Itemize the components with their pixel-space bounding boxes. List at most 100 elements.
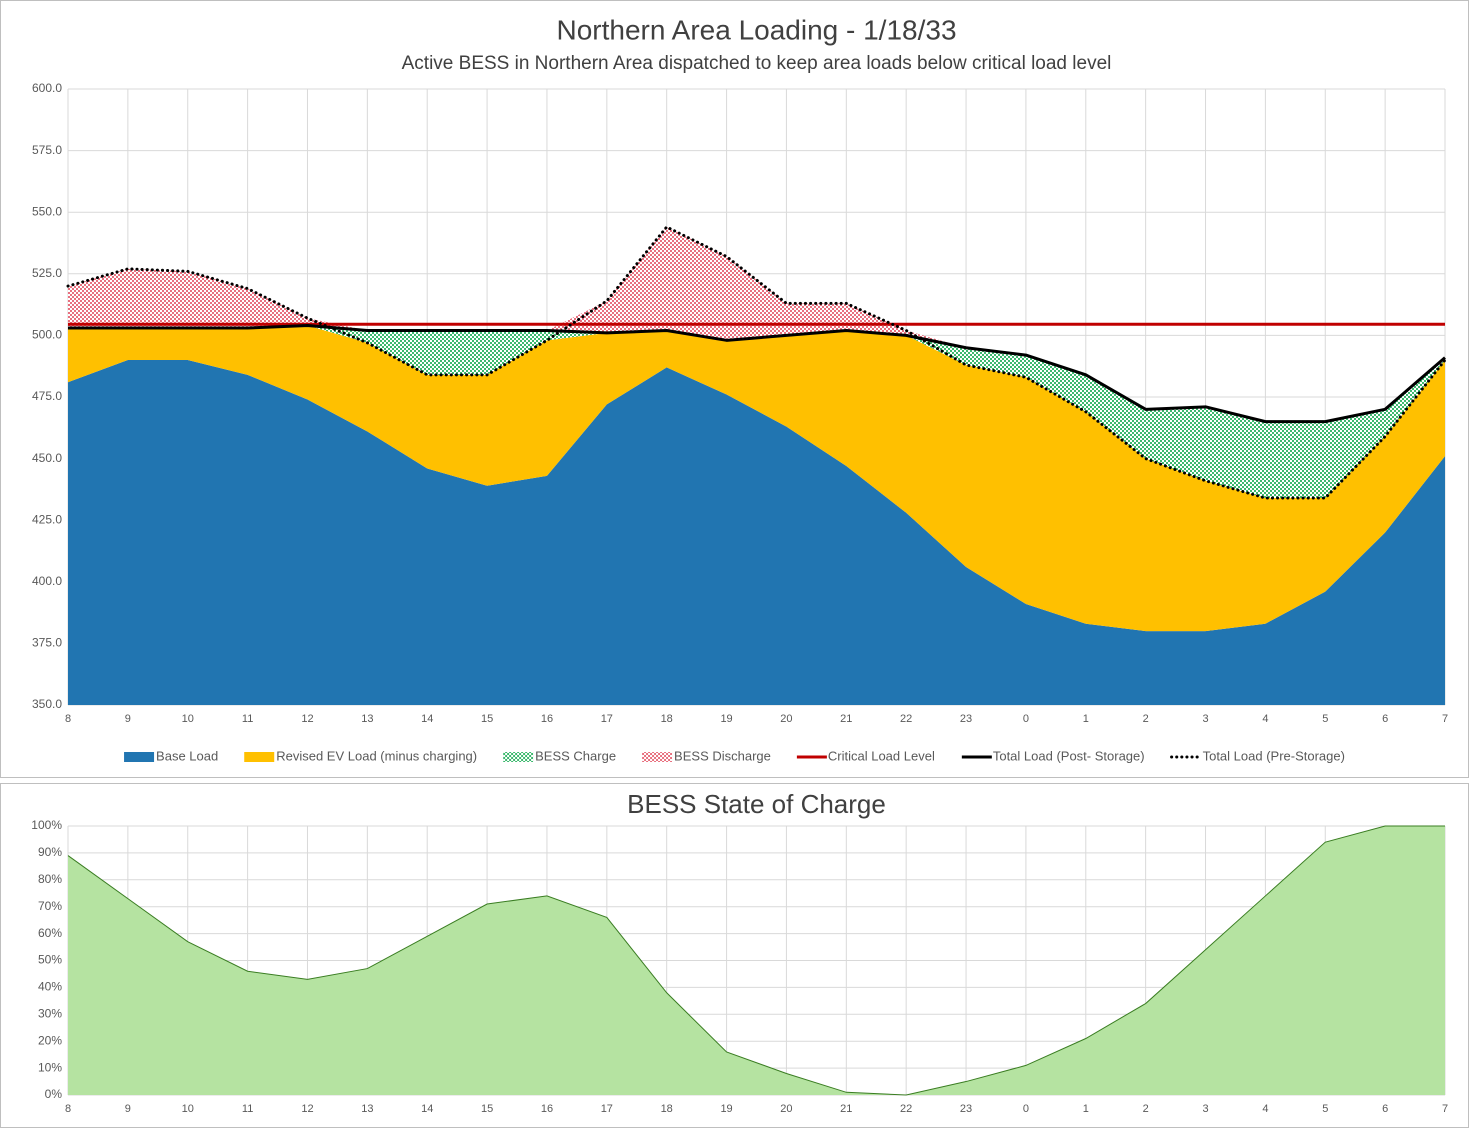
legend-item: Critical Load Level — [796, 748, 935, 763]
x-tick-label: 10 — [182, 713, 194, 725]
x-tick-label: 23 — [960, 713, 972, 725]
y-tick-label: 400.0 — [32, 574, 62, 588]
legend-swatch — [503, 752, 534, 762]
y-tick-label: 10% — [38, 1060, 62, 1074]
x-tick-label: 11 — [242, 713, 253, 725]
x-tick-label: 12 — [301, 713, 313, 725]
y-tick-label: 450.0 — [32, 451, 62, 465]
x-tick-label: 9 — [125, 713, 131, 725]
x-tick-label: 17 — [601, 1103, 613, 1115]
y-tick-label: 80% — [38, 872, 62, 886]
y-tick-label: 575.0 — [32, 143, 62, 157]
area — [68, 360, 1445, 705]
x-tick-label: 15 — [481, 713, 493, 725]
x-tick-label: 2 — [1143, 713, 1149, 725]
x-tick-label: 7 — [1442, 1103, 1448, 1115]
x-tick-label: 21 — [840, 1103, 852, 1115]
line — [68, 324, 1446, 424]
legend-swatch — [642, 752, 673, 762]
legend-item: Base Load — [124, 748, 218, 763]
legend-item: Total Load (Pre-Storage) — [1170, 748, 1345, 763]
x-tick-label: 20 — [780, 713, 792, 725]
x-tick-label: 17 — [601, 713, 613, 725]
y-tick-label: 525.0 — [32, 266, 62, 280]
x-tick-label: 21 — [840, 713, 852, 725]
legend-label: BESS Discharge — [674, 748, 771, 763]
area-line — [67, 825, 1445, 1096]
x-tick-label: 14 — [421, 713, 433, 725]
y-tick-label: 375.0 — [32, 636, 62, 650]
legend-item: BESS Charge — [503, 748, 616, 763]
x-tick-label: 13 — [361, 1103, 373, 1115]
x-tick-label: 2 — [1143, 1103, 1149, 1115]
x-tick-label: 11 — [242, 1103, 253, 1115]
x-tick-label: 18 — [661, 1103, 673, 1115]
x-tick-label: 1 — [1083, 1103, 1089, 1115]
y-tick-label: 60% — [38, 926, 62, 940]
x-tick-label: 18 — [661, 713, 673, 725]
x-tick-label: 19 — [720, 1103, 732, 1115]
y-tick-label: 500.0 — [32, 328, 62, 342]
legend-label: Critical Load Level — [828, 748, 935, 763]
x-tick-label: 6 — [1382, 713, 1388, 725]
x-tick-label: 6 — [1382, 1103, 1388, 1115]
line — [66, 225, 1447, 500]
x-tick-label: 22 — [900, 713, 912, 725]
chart-subtitle: Active BESS in Northern Area dispatched … — [402, 53, 1112, 74]
y-tick-label: 70% — [38, 899, 62, 913]
x-tick-label: 1 — [1083, 713, 1089, 725]
area — [68, 826, 1445, 1095]
x-tick-label: 4 — [1262, 1103, 1268, 1115]
x-tick-label: 19 — [720, 713, 732, 725]
legend-item: BESS Discharge — [642, 748, 771, 763]
x-tick-label: 0 — [1023, 713, 1029, 725]
x-tick-label: 10 — [182, 1103, 194, 1115]
x-tick-label: 7 — [1442, 713, 1448, 725]
x-tick-label: 16 — [541, 713, 553, 725]
x-tick-label: 9 — [125, 1103, 131, 1115]
y-tick-label: 100% — [31, 818, 62, 832]
y-tick-label: 90% — [38, 845, 62, 859]
legend: Base Load Revised EV Load (minus charging… — [124, 748, 1345, 763]
legend-item: Revised EV Load (minus charging) — [244, 748, 477, 763]
area — [68, 325, 1445, 632]
y-tick-label: 40% — [38, 980, 62, 994]
x-tick-label: 0 — [1023, 1103, 1029, 1115]
x-tick-label: 23 — [960, 1103, 972, 1115]
y-tick-label: 425.0 — [32, 512, 62, 526]
y-tick-label: 50% — [38, 953, 62, 967]
x-tick-label: 13 — [361, 713, 373, 725]
x-tick-label: 16 — [541, 1103, 553, 1115]
legend-label: Total Load (Post- Storage) — [993, 748, 1145, 763]
chart-title: Northern Area Loading - 1/18/33 — [556, 14, 956, 45]
chart-title: BESS State of Charge — [627, 789, 886, 819]
legend-label: Total Load (Pre-Storage) — [1203, 748, 1345, 763]
legend-item: Total Load (Post- Storage) — [961, 748, 1145, 763]
y-tick-label: 20% — [38, 1033, 62, 1047]
y-tick-label: 350.0 — [32, 697, 62, 711]
y-tick-label: 475.0 — [32, 389, 62, 403]
x-tick-label: 3 — [1202, 1103, 1208, 1115]
x-tick-label: 20 — [780, 1103, 792, 1115]
x-tick-label: 5 — [1322, 713, 1328, 725]
y-tick-label: 550.0 — [32, 204, 62, 218]
x-tick-label: 4 — [1262, 713, 1268, 725]
x-tick-label: 22 — [900, 1103, 912, 1115]
x-tick-label: 8 — [65, 1103, 71, 1115]
legend-label: Base Load — [156, 748, 218, 763]
x-tick-label: 3 — [1202, 713, 1208, 725]
y-tick-label: 600.0 — [32, 81, 62, 95]
y-tick-label: 30% — [38, 1006, 62, 1020]
legend-swatch — [124, 752, 155, 762]
x-tick-label: 5 — [1322, 1103, 1328, 1115]
x-tick-label: 14 — [421, 1103, 433, 1115]
legend-label: BESS Charge — [535, 748, 616, 763]
x-tick-label: 8 — [65, 713, 71, 725]
area — [68, 325, 1445, 499]
legend-swatch — [244, 752, 275, 762]
legend-label: Revised EV Load (minus charging) — [276, 748, 477, 763]
x-tick-label: 15 — [481, 1103, 493, 1115]
x-tick-label: 12 — [301, 1103, 313, 1115]
